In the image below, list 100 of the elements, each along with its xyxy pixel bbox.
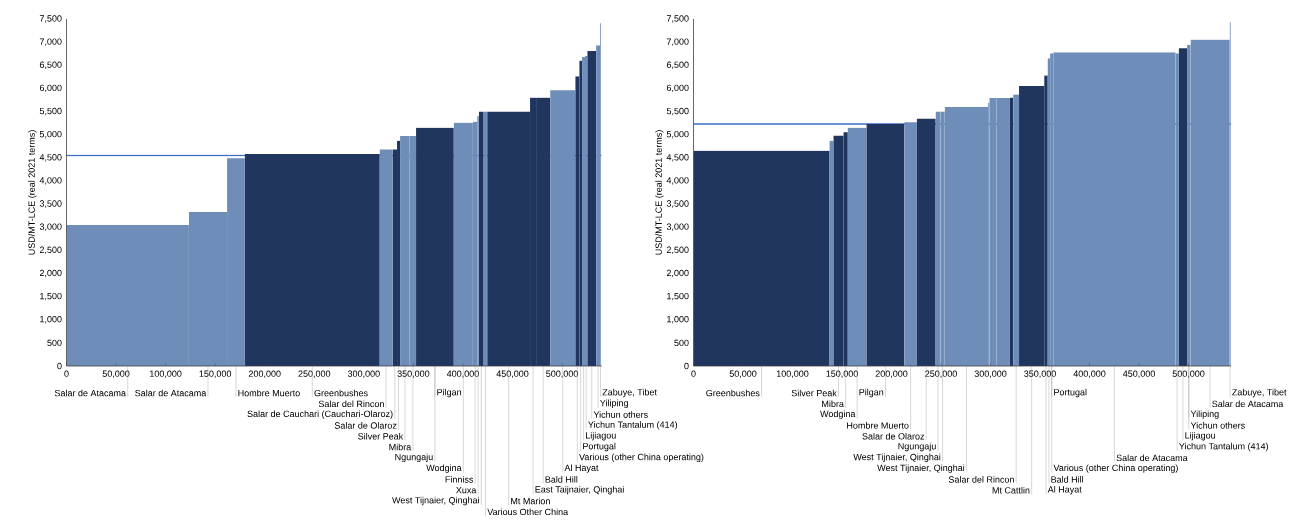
y-tick-label: 5,000 (666, 130, 689, 139)
y-tick-label: 4,500 (39, 154, 62, 162)
y-tick-label: 500 (674, 339, 689, 347)
annotation: Lijiagou (586, 432, 616, 441)
annotation: West Tijnaier, Qinghai (877, 464, 965, 473)
x-tick-label: 150,000 (826, 370, 858, 378)
y-tick-label: 0 (57, 362, 62, 370)
y-tick-label: 7,500 (39, 15, 62, 23)
x-tick-label: 50,000 (729, 370, 757, 378)
x-tick-label: 150,000 (199, 370, 232, 378)
x-tick-label: 450,000 (1122, 370, 1155, 378)
x-tick-label: 300,000 (974, 370, 1007, 378)
annotation: Salar del Rincon (948, 476, 1014, 483)
y-tick-label: 500 (47, 339, 62, 347)
y-tick-label: 1,500 (40, 292, 62, 301)
annotation: Zabuye, Tibet (1232, 388, 1287, 398)
y-tick-label: 5,500 (666, 107, 689, 116)
y-tick-label: 1,000 (667, 316, 689, 324)
annotation: Wodgina (820, 410, 856, 419)
y-tick-label: 5,500 (39, 107, 62, 116)
annotation: Pilgan (859, 388, 884, 398)
annotation: Greenbushes (706, 389, 760, 397)
annotation: Wodgina (426, 464, 462, 473)
annotation: Salar de Atacama (135, 389, 207, 397)
x-tick-label: 200,000 (875, 370, 908, 378)
y-tick-label: 3,500 (39, 200, 62, 208)
y-tick-label: 6,500 (39, 61, 62, 69)
annotation: Greenbushes (314, 389, 368, 397)
annotation: Yiliping (1190, 410, 1219, 419)
y-tick-label: 1,000 (40, 316, 62, 324)
annotation: Salar de Atacama (1116, 454, 1188, 462)
x-tick-label: 400,000 (1073, 370, 1106, 378)
annotation: East Taijnaier, Qinghai (535, 486, 624, 495)
annotation: Finniss (445, 476, 474, 483)
annotation: Yichun others (593, 411, 648, 418)
y-tick-label: 7,500 (666, 15, 689, 23)
y-tick-label: 7,000 (666, 38, 689, 46)
x-tick-label: 100,000 (776, 370, 809, 378)
y-tick-label: 6,500 (666, 61, 689, 69)
annotation: Salar del Rincon (318, 400, 384, 408)
y-tick-label: 1,500 (667, 292, 689, 301)
y-tick-label: 7,000 (39, 38, 62, 46)
x-tick-label: 250,000 (925, 370, 957, 378)
annotation: Silver Peak (358, 432, 404, 440)
y-tick-label: 6,000 (39, 84, 62, 93)
annotation: Al Hayat (564, 464, 599, 473)
annotation: Ngungaju (395, 453, 433, 462)
annotation: Various (other China operating) (1053, 464, 1178, 473)
y-tick-label: 3,500 (666, 200, 689, 208)
annotation: Ngungaju (898, 442, 936, 452)
annotation: Yichun Tantalum (414) (1179, 442, 1268, 452)
annotation: Salar de Atacama (1212, 400, 1284, 408)
annotation: Yiliping (600, 399, 628, 408)
annotation: West Tijnaier, Qinghai (853, 453, 941, 462)
y-tick-label: 5,000 (39, 130, 62, 139)
annotation: Bald Hill (545, 476, 578, 483)
y-tick-label: 2,000 (39, 269, 62, 278)
x-tick-label: 350,000 (397, 370, 430, 378)
annotation: Xuxa (456, 487, 477, 494)
annotation: West Tijnaier, Qinghai (392, 496, 479, 506)
y-tick-label: 3,000 (666, 223, 689, 231)
x-tick-label: 100,000 (150, 370, 182, 378)
x-tick-label: 500,000 (1172, 370, 1205, 378)
y-tick-label: 2,000 (666, 269, 689, 278)
annotation: Yichun Tantalum (414) (588, 421, 678, 430)
annotation: Various Other China (487, 508, 569, 516)
annotation: Bald Hill (1051, 476, 1084, 483)
y-tick-label: 3,000 (39, 223, 62, 231)
annotation: Silver Peak (791, 389, 837, 397)
annotation: Pilgan (437, 388, 462, 398)
x-tick-label: 250,000 (298, 370, 331, 378)
annotation: Salar de Atacama (54, 389, 126, 397)
x-tick-label: 50,000 (102, 370, 130, 378)
annotation: Mt Marion (511, 497, 550, 505)
annotation: Mibra (389, 443, 412, 451)
y-tick-label: 2,500 (39, 246, 62, 255)
x-tick-label: 400,000 (446, 370, 479, 378)
y-tick-label: 6,000 (666, 84, 689, 93)
y-tick-label: 2,500 (666, 246, 689, 255)
x-tick-label: 350,000 (1024, 370, 1056, 378)
annotation: Hombre Muerto (238, 389, 300, 397)
annotation: Mt Cattlin (992, 486, 1030, 494)
annotation: Salar de Cauchari (Cauchari-Olaroz) (247, 410, 393, 419)
annotation: Yichun others (1190, 422, 1245, 429)
annotation: Hombre Muerto (847, 422, 909, 429)
annotation: Salar de Olaroz (334, 422, 397, 429)
x-tick-label: 500,000 (546, 370, 578, 378)
y-tick-label: 4,000 (666, 177, 689, 185)
annotation: Al Hayat (1047, 486, 1082, 495)
y-axis-title: USD/MT-LCE (real 2021 terms) (28, 130, 37, 255)
annotation: Lijiagou (1185, 432, 1216, 441)
x-tick-label: 200,000 (248, 370, 281, 378)
annotation: Salar de Olaroz (862, 432, 925, 440)
x-tick-label: 0 (64, 370, 69, 377)
x-tick-label: 300,000 (347, 370, 380, 378)
annotation: Various (other China operating) (579, 453, 704, 462)
annotation: Mibra (822, 400, 844, 408)
annotation: Portugal (583, 442, 616, 452)
y-tick-label: 4,500 (666, 154, 689, 162)
annotation: Zabuye, Tibet (602, 388, 657, 398)
